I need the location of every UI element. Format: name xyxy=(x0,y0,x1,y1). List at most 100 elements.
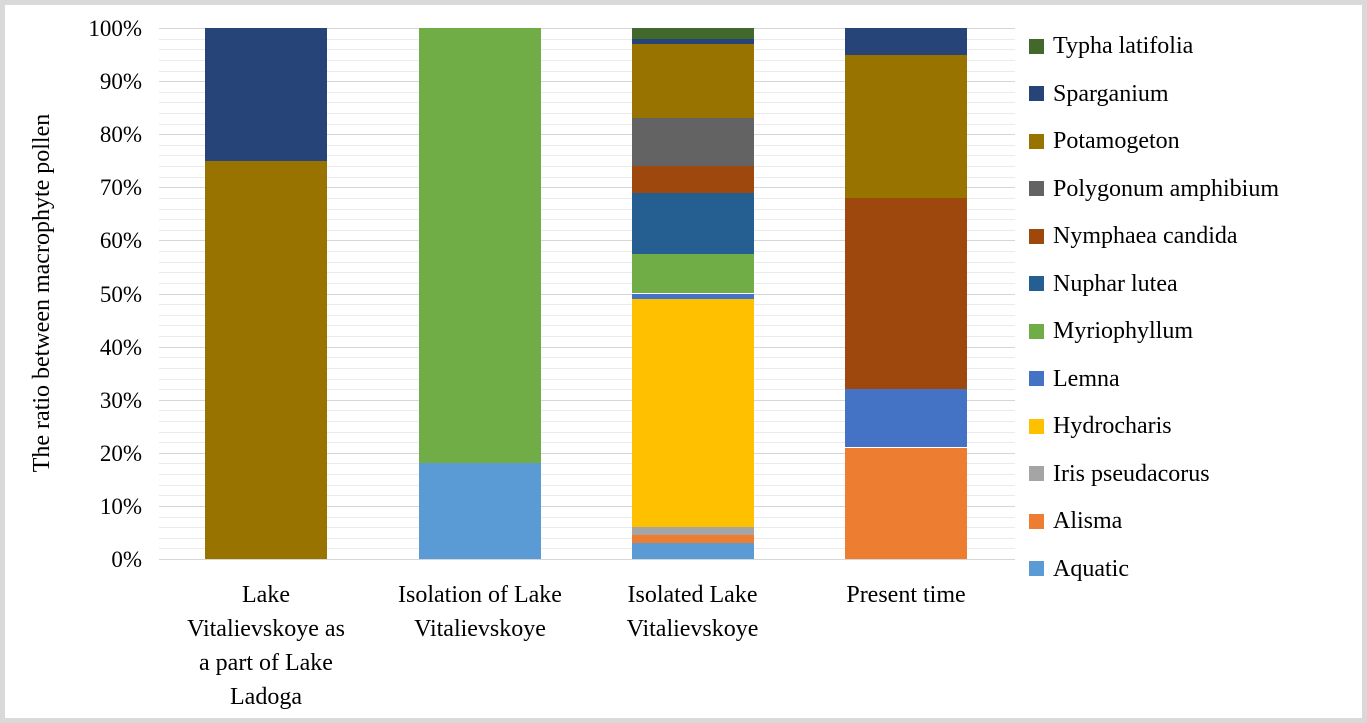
minor-gridline xyxy=(159,378,1015,380)
legend-item: Lemna xyxy=(1029,364,1120,394)
legend-item: Myriophyllum xyxy=(1029,316,1193,346)
legend-label: Nuphar lutea xyxy=(1053,270,1178,297)
y-axis-tick-label: 80% xyxy=(99,122,142,148)
legend-item: Nuphar lutea xyxy=(1029,269,1178,299)
minor-gridline xyxy=(159,49,1015,51)
legend-item: Hydrocharis xyxy=(1029,411,1172,441)
bar-segment xyxy=(205,28,327,161)
legend-label: Hydrocharis xyxy=(1053,413,1172,439)
y-axis-title: The ratio between macrophyte pollen xyxy=(29,113,55,473)
legend-swatch-icon xyxy=(1029,418,1044,434)
minor-gridline xyxy=(159,389,1015,391)
minor-gridline xyxy=(159,527,1015,529)
minor-gridline xyxy=(159,229,1015,231)
legend-swatch-icon xyxy=(1029,133,1044,149)
y-axis-tick-label: 50% xyxy=(99,281,142,307)
minor-gridline xyxy=(159,367,1015,369)
minor-gridline xyxy=(159,357,1015,359)
x-axis-category-label: Lake Vitalievskoye as a part of Lake Lad… xyxy=(187,582,345,710)
bar-segment xyxy=(631,118,754,167)
y-axis-tick-label: 20% xyxy=(99,440,142,466)
bar-segment xyxy=(631,38,754,44)
minor-gridline xyxy=(159,102,1015,104)
legend-swatch-icon xyxy=(1029,181,1044,196)
minor-gridline xyxy=(159,442,1015,444)
y-axis-tick-label: 10% xyxy=(99,493,142,519)
legend-item: Iris pseudacorus xyxy=(1029,459,1210,489)
legend-label: Polygonum amphibium xyxy=(1053,175,1280,202)
minor-gridline xyxy=(159,495,1015,497)
minor-gridline xyxy=(159,261,1015,263)
minor-gridline xyxy=(159,537,1015,539)
minor-gridline xyxy=(159,219,1015,221)
legend-item: Nymphaea candida xyxy=(1029,221,1238,251)
legend-item: Typha latifolia xyxy=(1029,31,1193,61)
minor-gridline xyxy=(159,410,1015,412)
bar-segment xyxy=(631,527,754,536)
legend-swatch-icon xyxy=(1029,371,1044,386)
bar-segment xyxy=(205,160,327,559)
minor-gridline xyxy=(159,123,1015,125)
major-gridline xyxy=(159,81,1015,83)
minor-gridline xyxy=(159,325,1015,327)
legend-item: Polygonum amphibium xyxy=(1029,174,1279,204)
y-axis-tick-label: 70% xyxy=(99,175,142,201)
bar-segment xyxy=(631,543,754,559)
legend-label: Aquatic xyxy=(1053,555,1129,582)
x-axis-category-label: Isolation of Lake Vitalievskoye xyxy=(398,582,562,642)
bar-segment xyxy=(631,293,754,299)
legend-item: Potamogeton xyxy=(1029,126,1180,156)
legend-label: Iris pseudacorus xyxy=(1053,460,1210,487)
legend-item: Aquatic xyxy=(1029,554,1129,584)
minor-gridline xyxy=(159,176,1015,178)
legend-swatch-icon xyxy=(1029,466,1044,481)
minor-gridline xyxy=(159,251,1015,252)
x-axis-category-label: Isolated Lake Vitalievskoye xyxy=(626,582,759,642)
bar-segment xyxy=(845,447,967,559)
legend-item: Sparganium xyxy=(1029,79,1169,109)
legend-label: Typha latifolia xyxy=(1053,33,1194,59)
bar-segment xyxy=(845,28,967,55)
major-gridline xyxy=(159,134,1015,136)
bar-segment xyxy=(631,192,754,254)
minor-gridline xyxy=(159,420,1015,422)
major-gridline xyxy=(159,559,1015,560)
legend-label: Nymphaea candida xyxy=(1053,223,1238,249)
minor-gridline xyxy=(159,208,1015,210)
legend-label: Potamogeton xyxy=(1053,128,1180,154)
minor-gridline xyxy=(159,166,1015,168)
y-axis-tick-label: 30% xyxy=(99,387,142,413)
bar-segment xyxy=(845,389,967,448)
legend-label: Myriophyllum xyxy=(1053,318,1194,344)
bar-segment xyxy=(631,28,754,39)
legend-swatch-icon xyxy=(1029,513,1044,529)
minor-gridline xyxy=(159,70,1015,72)
minor-gridline xyxy=(159,272,1015,274)
bar-segment xyxy=(631,298,754,528)
minor-gridline xyxy=(159,463,1015,465)
bar-segment xyxy=(419,463,541,559)
minor-gridline xyxy=(159,282,1015,284)
minor-gridline xyxy=(159,144,1015,146)
y-axis-tick-label: 100% xyxy=(88,16,142,41)
major-gridline xyxy=(159,505,1015,507)
legend-swatch-icon xyxy=(1029,276,1044,291)
minor-gridline xyxy=(159,113,1015,114)
legend-swatch-icon xyxy=(1029,228,1044,244)
y-axis-tick-label: 40% xyxy=(99,334,142,360)
minor-gridline xyxy=(159,91,1015,93)
minor-gridline xyxy=(159,474,1015,475)
legend-label: Sparganium xyxy=(1053,80,1169,107)
y-axis-tick-label: 0% xyxy=(111,547,142,572)
major-gridline xyxy=(159,452,1015,454)
minor-gridline xyxy=(159,304,1015,306)
legend-swatch-icon xyxy=(1029,561,1044,576)
minor-gridline xyxy=(159,431,1015,433)
minor-gridline xyxy=(159,314,1015,316)
minor-gridline xyxy=(159,548,1015,550)
minor-gridline xyxy=(159,197,1015,199)
major-gridline xyxy=(159,28,1015,29)
minor-gridline xyxy=(159,484,1015,486)
legend-swatch-icon xyxy=(1029,323,1044,339)
